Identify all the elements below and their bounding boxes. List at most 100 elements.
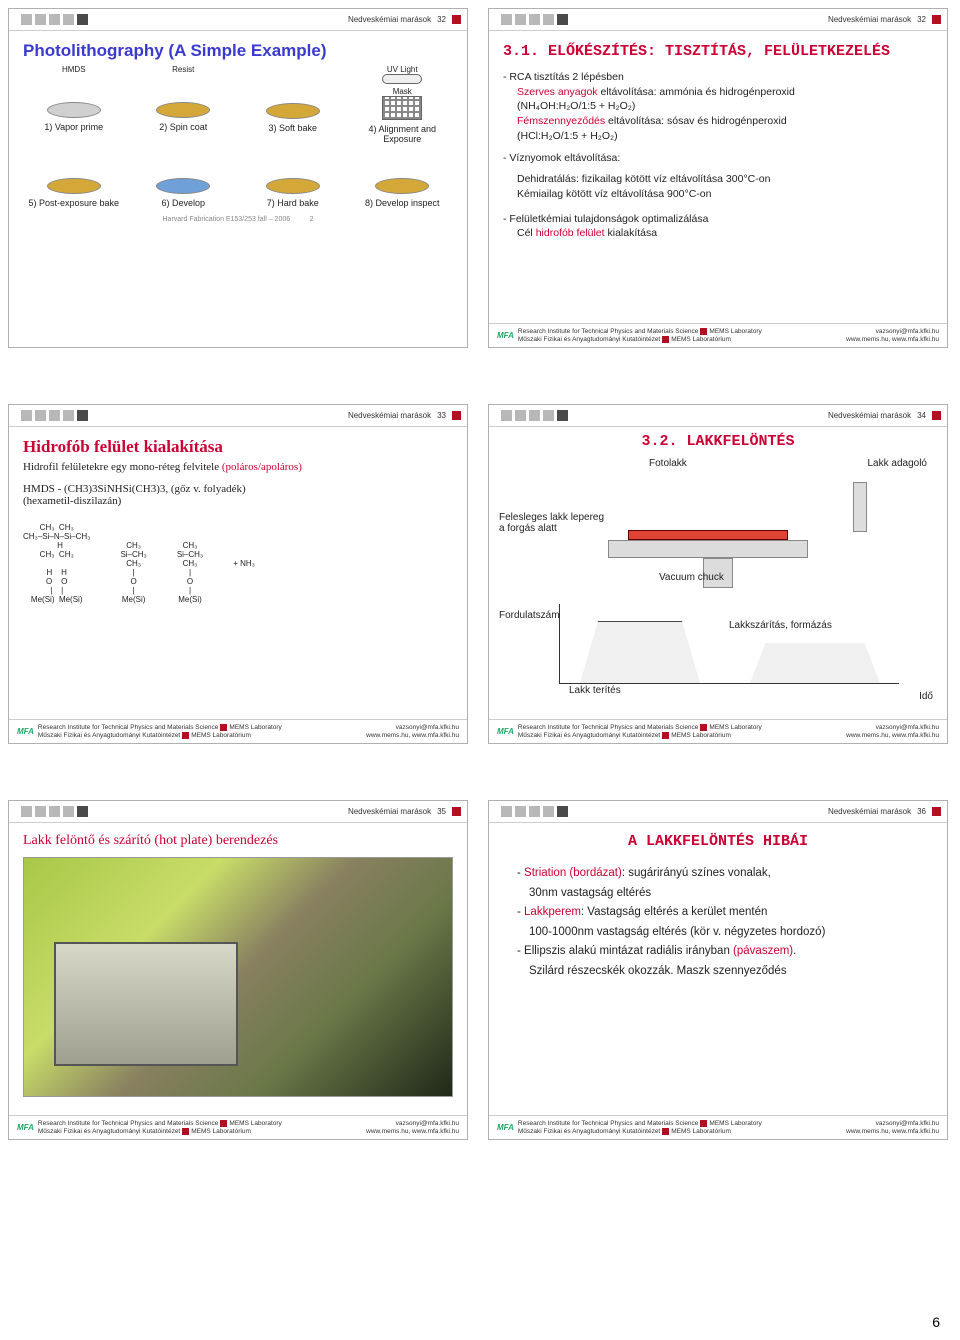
header-end-icon bbox=[932, 411, 941, 420]
em: Lakkperem bbox=[524, 906, 581, 918]
vacuum-label: Vacuum chuck bbox=[659, 572, 724, 583]
footer-line1: Research Institute for Technical Physics… bbox=[38, 1120, 219, 1127]
square-icon bbox=[700, 328, 707, 335]
chem-diagram: CH₃ CH₃CH₃–Si–N–Si–CH₃ HCH₃ CH₃H HO O| |… bbox=[23, 523, 453, 604]
em: hidrofób felület bbox=[536, 227, 605, 239]
header-end-icon bbox=[452, 411, 461, 420]
equipment-photo bbox=[23, 857, 453, 1097]
mesi: Me(Si) bbox=[59, 595, 83, 604]
txt: - bbox=[517, 906, 524, 918]
syringe-icon bbox=[853, 482, 867, 532]
slide2-title: 3.1. ELŐKÉSZÍTÉS: TISZTÍTÁS, FELÜLETKEZE… bbox=[503, 41, 933, 62]
footer-site: www.mems.hu, www.mfa.kfki.hu bbox=[366, 1128, 459, 1135]
line: - Víznyomok eltávolítása: bbox=[503, 151, 933, 166]
footer-site: www.mems.hu, www.mfa.kfki.hu bbox=[366, 732, 459, 739]
header-page: 33 bbox=[437, 411, 446, 420]
line: 100-1000nm vastagság eltérés (kör v. nég… bbox=[517, 923, 933, 943]
page-number: 6 bbox=[932, 1314, 940, 1330]
slide-6: Nedveskémiai marások 36 A LAKKFELÖNTÉS H… bbox=[488, 800, 948, 1140]
line: (HCl:H₂O/1:5 + H₂O₂) bbox=[503, 129, 933, 144]
sub1: Hidrofil felületekre egy mono-réteg felv… bbox=[23, 461, 222, 473]
slide-body: A LAKKFELÖNTÉS HIBÁI - Striation (bordáz… bbox=[489, 823, 947, 1115]
wafer-icon bbox=[375, 178, 429, 194]
t1: HMDS - (CH3)3SiNHSi(CH3)3, (gőz v. folya… bbox=[23, 483, 453, 495]
txt: Cél bbox=[517, 227, 536, 239]
txt: . bbox=[793, 945, 796, 957]
wafer-icon bbox=[266, 178, 320, 194]
nh3: + NH₃ bbox=[233, 559, 255, 568]
em: Striation (bordázat) bbox=[524, 867, 622, 879]
uv-label: UV Light bbox=[352, 65, 454, 74]
adagolo-label: Lakk adagoló bbox=[868, 458, 928, 469]
footer-line2: Műszaki Fizikai és Anyagtudományi Kutató… bbox=[38, 1128, 180, 1135]
credit: Harvard Fabrication E153/253 fall – 2006 bbox=[163, 216, 291, 223]
txt: - bbox=[517, 867, 524, 879]
slide-body: Hidrofób felület kialakítása Hidrofil fe… bbox=[9, 427, 467, 719]
footer-logo: MFA bbox=[17, 1123, 34, 1132]
txt: : sugárirányú színes vonalak, bbox=[622, 867, 771, 879]
header-end-icon bbox=[932, 807, 941, 816]
footer-line2: Műszaki Fizikai és Anyagtudományi Kutató… bbox=[38, 732, 180, 739]
mesi: Me(Si) bbox=[178, 595, 202, 604]
slide-header: Nedveskémiai marások 32 bbox=[489, 9, 947, 31]
felesleges-label: Felesleges lakk lepereg a forgás alatt bbox=[499, 512, 609, 534]
footer-logo: MFA bbox=[17, 727, 34, 736]
footer-line1: Research Institute for Technical Physics… bbox=[518, 328, 699, 335]
txt: - Ellipszis alakú mintázat radiális irán… bbox=[517, 945, 733, 957]
header-label: Nedveskémiai marások bbox=[348, 807, 431, 816]
footer-line1: Research Institute for Technical Physics… bbox=[38, 724, 219, 731]
slide-5: Nedveskémiai marások 35 Lakk felöntő és … bbox=[8, 800, 468, 1140]
square-icon bbox=[662, 336, 669, 343]
slide-footer: MFA Research Institute for Technical Phy… bbox=[489, 1115, 947, 1139]
resist-label: Resist bbox=[133, 65, 235, 74]
header-label: Nedveskémiai marások bbox=[348, 15, 431, 24]
step6-label: 6) Develop bbox=[133, 198, 235, 208]
slide-footer: MFA Research Institute for Technical Phy… bbox=[9, 719, 467, 743]
header-page: 32 bbox=[917, 15, 926, 24]
txt: eltávolítása: ammónia és hidrogénperoxid bbox=[598, 86, 795, 98]
slide-footer: MFA Research Institute for Technical Phy… bbox=[489, 719, 947, 743]
slide6-title: A LAKKFELÖNTÉS HIBÁI bbox=[503, 833, 933, 850]
header-end-icon bbox=[932, 15, 941, 24]
sub2: (poláros/apoláros) bbox=[222, 461, 302, 473]
footer-lab-hu: MEMS Laboratórium bbox=[191, 732, 251, 739]
t2: (hexametil-diszilazán) bbox=[23, 495, 453, 507]
slide-2: Nedveskémiai marások 32 3.1. ELŐKÉSZÍTÉS… bbox=[488, 8, 948, 348]
step4-label: 4) Alignment and Exposure bbox=[352, 124, 454, 144]
footer-email: vazsonyi@mfa.kfki.hu bbox=[876, 1120, 939, 1127]
txt: eltávolítása: sósav és hidrogénperoxid bbox=[605, 115, 787, 127]
slide-3: Nedveskémiai marások 33 Hidrofób felület… bbox=[8, 404, 468, 744]
footer-lab-hu: MEMS Laboratórium bbox=[671, 336, 731, 343]
footer-lab: MEMS Laboratory bbox=[229, 1120, 281, 1127]
header-page: 34 bbox=[917, 411, 926, 420]
hmds-label: HMDS bbox=[23, 65, 125, 74]
footer-email: vazsonyi@mfa.kfki.hu bbox=[396, 724, 459, 731]
footer-email: vazsonyi@mfa.kfki.hu bbox=[876, 328, 939, 335]
slide-header: Nedveskémiai marások 32 bbox=[9, 9, 467, 31]
footer-lab-hu: MEMS Laboratórium bbox=[191, 1128, 251, 1135]
wafer-icon bbox=[266, 103, 320, 119]
footer-lab: MEMS Laboratory bbox=[709, 724, 761, 731]
slide-body: Lakk felöntő és szárító (hot plate) bere… bbox=[9, 823, 467, 1115]
step1-label: 1) Vapor prime bbox=[23, 122, 125, 132]
slide-grid: Nedveskémiai marások 32 Photolithography… bbox=[8, 8, 952, 1140]
footer-lab-hu: MEMS Laboratórium bbox=[671, 732, 731, 739]
slide5-title: Lakk felöntő és szárító (hot plate) bere… bbox=[23, 833, 453, 849]
step8-label: 8) Develop inspect bbox=[352, 198, 454, 208]
wafer-icon bbox=[47, 178, 101, 194]
slide-header: Nedveskémiai marások 36 bbox=[489, 801, 947, 823]
footer-email: vazsonyi@mfa.kfki.hu bbox=[396, 1120, 459, 1127]
footer-lab-hu: MEMS Laboratórium bbox=[671, 1128, 731, 1135]
mask-label: Mask bbox=[393, 87, 412, 96]
line: - RCA tisztítás 2 lépésben bbox=[503, 70, 933, 85]
footer-email: vazsonyi@mfa.kfki.hu bbox=[876, 724, 939, 731]
em: (pávaszem) bbox=[733, 945, 793, 957]
terites-label: Lakk terítés bbox=[569, 685, 621, 696]
step2-label: 2) Spin coat bbox=[133, 122, 235, 132]
footer-line2: Műszaki Fizikai és Anyagtudományi Kutató… bbox=[518, 732, 660, 739]
spin-graph bbox=[559, 604, 899, 684]
slide-1: Nedveskémiai marások 32 Photolithography… bbox=[8, 8, 468, 348]
slide4-title: 3.2. LAKKFELÖNTÉS bbox=[499, 433, 937, 450]
footer-line1: Research Institute for Technical Physics… bbox=[518, 724, 699, 731]
slide-footer: MFA Research Institute for Technical Phy… bbox=[489, 323, 947, 347]
